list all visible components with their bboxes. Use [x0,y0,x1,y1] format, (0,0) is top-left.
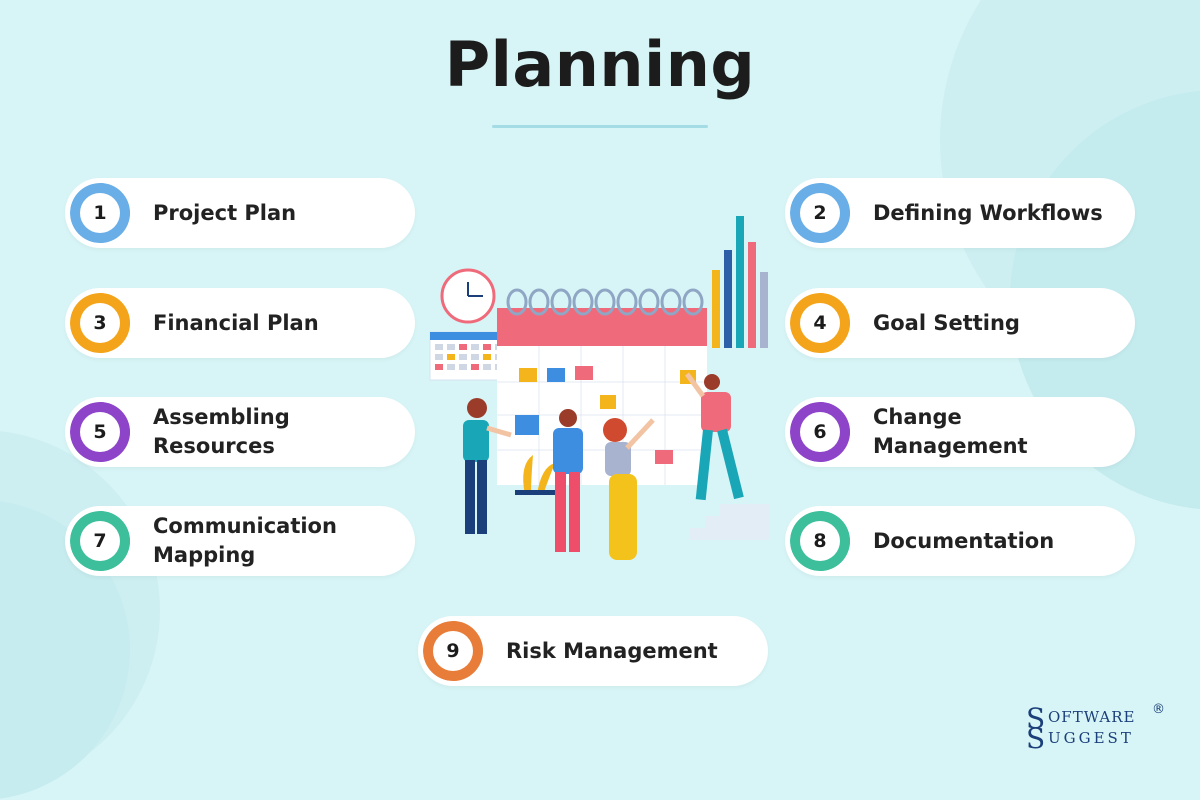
item-communication-mapping: 7 Communication Mapping [65,506,415,576]
person-graphic [603,418,655,560]
page-title: Planning [444,28,756,101]
number-badge: 5 [70,402,130,462]
title-underline [492,125,708,128]
badge-number: 1 [80,193,120,233]
badge-number: 6 [800,412,840,452]
clock-graphic [440,268,496,324]
item-label: Risk Management [506,638,718,663]
stairs-graphic [690,504,770,540]
planning-illustration [429,216,770,560]
number-badge: 9 [423,621,483,681]
item-label: Documentation [873,528,1055,553]
plant-graphic [515,455,563,495]
item-project-plan: 1 Project Plan [65,178,415,248]
number-badge: 8 [790,511,850,571]
logo-initial: S [1026,722,1046,755]
registered-mark: ® [1152,702,1165,717]
number-badge: 3 [70,293,130,353]
item-documentation: 8 Documentation [785,506,1135,576]
item-defining-workflows: 2 Defining Workflows [785,178,1135,248]
person-graphic [463,398,512,534]
item-change-management: 6 Change Management [785,397,1135,467]
logo-line2: UGGEST [1048,729,1134,747]
softwaresuggest-logo: S OFTWARE ® S UGGEST [1026,702,1166,755]
item-assembling-resources: 5 Assembling Resources [65,397,415,467]
bar-chart-graphic [712,216,768,348]
logo-initial: S [1026,702,1046,735]
badge-number: 7 [80,521,120,561]
calendar-board-graphic [497,288,707,485]
item-financial-plan: 3 Financial Plan [65,288,415,358]
badge-number: 2 [800,193,840,233]
number-badge: 2 [790,183,850,243]
badge-number: 8 [800,521,840,561]
item-label: Financial Plan [153,310,319,335]
item-goal-setting: 4 Goal Setting [785,288,1135,358]
badge-number: 4 [800,303,840,343]
logo-line1: OFTWARE [1048,708,1136,726]
number-badge: 7 [70,511,130,571]
badge-number: 5 [80,412,120,452]
badge-number: 3 [80,303,120,343]
item-label: Communication Mapping [153,514,337,567]
person-graphic [553,409,583,552]
number-badge: 1 [70,183,130,243]
number-badge: 6 [790,402,850,462]
person-graphic [684,372,744,501]
item-risk-management: 9 Risk Management [418,616,768,686]
item-label: Assembling Resources [153,405,290,458]
item-label: Change Management [873,405,1028,458]
item-label: Project Plan [153,200,297,225]
item-label: Goal Setting [873,310,1020,335]
badge-number: 9 [433,631,473,671]
number-badge: 4 [790,293,850,353]
item-label: Defining Workflows [873,200,1103,225]
